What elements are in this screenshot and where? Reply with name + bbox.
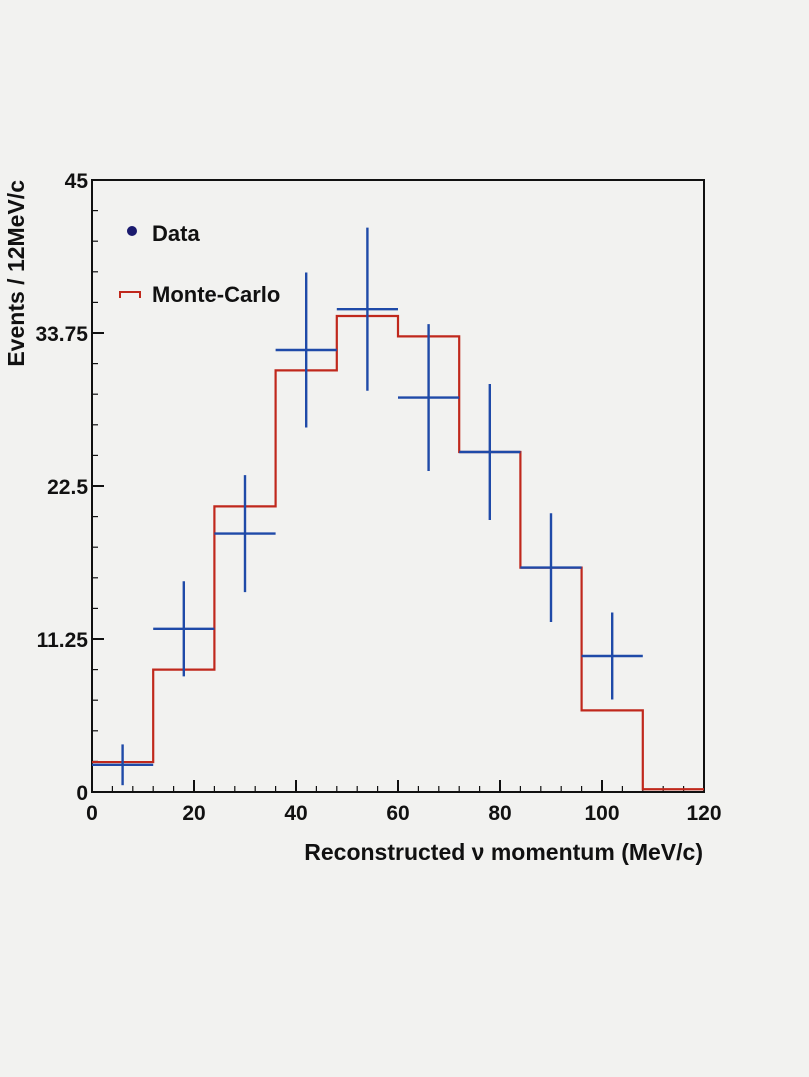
y-tick-label: 0 bbox=[76, 782, 88, 805]
x-axis-title: Reconstructed ν momentum (MeV/c) bbox=[304, 839, 703, 865]
x-tick-label: 100 bbox=[584, 802, 619, 825]
legend-data-label: Data bbox=[152, 221, 200, 246]
x-tick-label: 60 bbox=[386, 802, 409, 825]
x-axis-ticks: 0 20 40 60 80 100 120 bbox=[86, 780, 722, 825]
y-axis-title: Events / 12MeV/c bbox=[3, 180, 29, 367]
legend-data-marker bbox=[127, 226, 137, 236]
data-point bbox=[92, 744, 154, 786]
x-tick-label: 40 bbox=[284, 802, 307, 825]
data-point bbox=[581, 612, 643, 700]
y-tick-label: 22.5 bbox=[47, 476, 88, 499]
data-series bbox=[92, 227, 643, 786]
data-point bbox=[275, 272, 337, 428]
x-tick-label: 20 bbox=[182, 802, 205, 825]
legend: Data Monte-Carlo bbox=[119, 221, 280, 307]
data-point bbox=[153, 581, 215, 677]
y-tick-label: 33.75 bbox=[35, 323, 88, 346]
data-point bbox=[520, 513, 582, 622]
legend-mc-label: Monte-Carlo bbox=[152, 282, 280, 307]
monte-carlo-step-line bbox=[92, 314, 704, 791]
data-point bbox=[214, 475, 276, 593]
x-tick-label: 80 bbox=[488, 802, 511, 825]
y-tick-label: 45 bbox=[65, 170, 89, 193]
data-point bbox=[398, 324, 460, 472]
y-axis-ticks: 0 11.25 22.5 33.75 45 bbox=[35, 170, 104, 805]
legend-mc-marker bbox=[119, 291, 141, 298]
x-tick-label: 120 bbox=[686, 802, 721, 825]
x-tick-label: 0 bbox=[86, 802, 98, 825]
plot-frame bbox=[91, 179, 705, 793]
data-point bbox=[336, 227, 398, 391]
monte-carlo-series bbox=[92, 314, 704, 791]
data-point bbox=[459, 384, 521, 520]
y-tick-label: 11.25 bbox=[37, 629, 89, 652]
